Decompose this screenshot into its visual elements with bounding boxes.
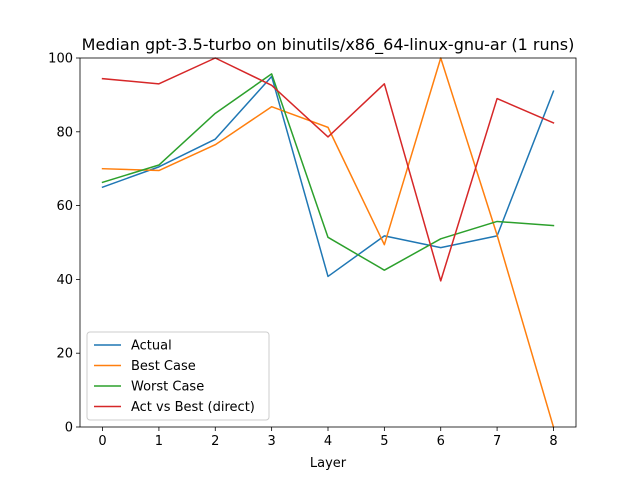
y-tick-label: 40: [56, 273, 73, 288]
y-tick-label: 0: [65, 421, 73, 436]
chart-title: Median gpt-3.5-turbo on binutils/x86_64-…: [82, 35, 575, 55]
x-tick-label: 5: [380, 434, 388, 449]
x-tick-label: 8: [549, 434, 557, 449]
legend-label-1: Best Case: [131, 359, 196, 374]
series-line-2: [101, 73, 555, 271]
x-tick-label: 7: [493, 434, 501, 449]
y-tick-label: 80: [56, 125, 73, 140]
x-tick-label: 2: [211, 434, 219, 449]
legend-label-2: Worst Case: [131, 380, 204, 395]
y-tick-label: 60: [56, 199, 73, 214]
series-layer: [101, 57, 555, 428]
series-line-0: [101, 75, 555, 278]
legend: Actual Best Case Worst Case Act vs Best (di…: [86, 331, 270, 421]
series-line-3: [101, 57, 555, 282]
x-tick-label: 1: [155, 434, 163, 449]
x-axis-label: Layer: [310, 456, 347, 471]
x-tick-label: 4: [324, 434, 332, 449]
x-tick-label: 0: [98, 434, 106, 449]
legend-label-3: Act vs Best (direct): [131, 400, 255, 415]
series-line-1: [101, 57, 555, 428]
y-tick-label: 20: [56, 347, 73, 362]
y-tick-label: 100: [48, 52, 73, 67]
x-tick-label: 3: [267, 434, 275, 449]
legend-label-0: Actual: [131, 339, 172, 354]
x-tick-label: 6: [437, 434, 445, 449]
legend-box: [86, 331, 270, 421]
